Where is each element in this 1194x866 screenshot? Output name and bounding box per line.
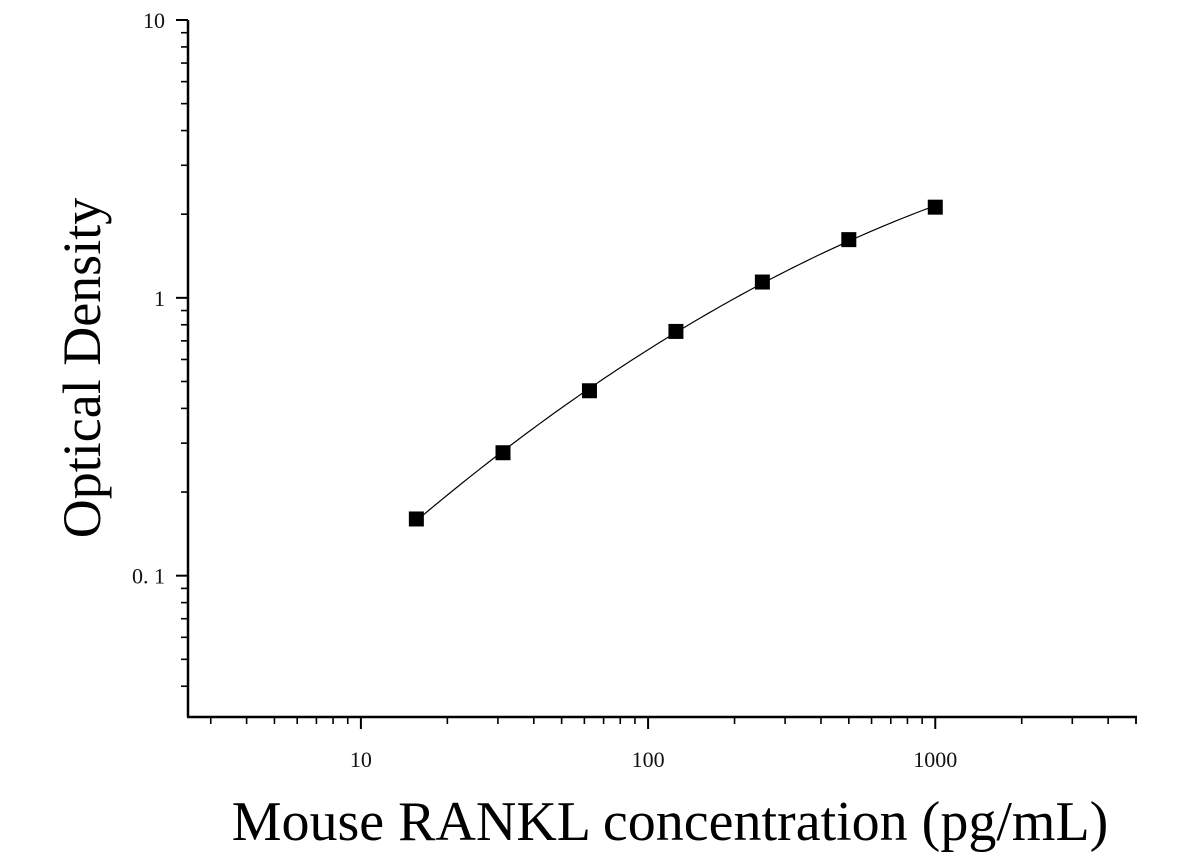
y-tick-label: 1 — [154, 286, 165, 311]
data-markers — [408, 199, 943, 527]
data-point — [495, 445, 511, 461]
data-point — [668, 323, 684, 339]
x-tick-label: 100 — [632, 747, 665, 772]
x-tick-label: 10 — [350, 747, 372, 772]
data-point — [408, 511, 424, 527]
y-tick-label: 0. 1 — [132, 564, 165, 589]
y-axis-title: Optical Density — [52, 198, 112, 538]
data-point — [841, 232, 857, 248]
data-point — [754, 274, 770, 290]
data-point — [581, 383, 597, 399]
data-point — [927, 199, 943, 215]
axis-ticks — [176, 19, 1137, 729]
x-axis-title: Mouse RANKL concentration (pg/mL) — [232, 791, 1109, 853]
fit-curve — [415, 205, 936, 522]
y-tick-label: 10 — [143, 8, 165, 33]
x-tick-label: 1000 — [913, 747, 957, 772]
tick-labels: 10 100 1000 0. 1 1 10 — [132, 8, 957, 772]
